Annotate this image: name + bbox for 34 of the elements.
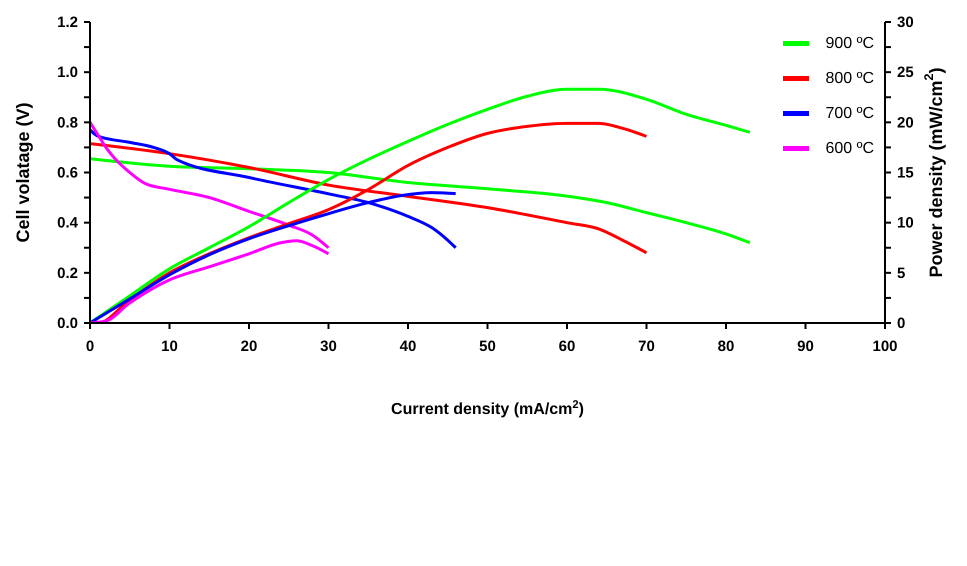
y2-tick-label: 15	[897, 164, 914, 182]
x-tick-label: 10	[161, 338, 178, 355]
x-tick-label: 90	[797, 338, 814, 355]
y2-tick-label: 10	[897, 214, 914, 232]
y-tick-label: 0.6	[57, 164, 78, 182]
y-tick-label: 0.2	[57, 264, 78, 282]
x-tick-label: 30	[320, 338, 337, 355]
y-axis-title: Cell volatage (V)	[12, 102, 33, 243]
x-tick-label: 80	[718, 338, 734, 355]
y2-tick-label: 25	[897, 64, 914, 82]
x-tick-label: 100	[872, 338, 898, 355]
x-tick-label: 70	[638, 338, 655, 355]
line-series	[90, 120, 330, 250]
y-tick-label: 0.8	[57, 114, 78, 132]
legend-label: 700 ºC	[825, 104, 874, 122]
y2-tick-label: 5	[897, 264, 906, 282]
x-tick-label: 20	[240, 338, 258, 355]
x-tick-label: 60	[558, 338, 576, 355]
x-tick-label: 50	[479, 338, 496, 355]
y-tick-label: 1.0	[57, 64, 78, 82]
line-series	[90, 88, 752, 323]
y2-tick-label: 20	[897, 114, 914, 132]
line-series	[90, 239, 330, 323]
legend-label: 800 ºC	[825, 70, 874, 88]
x-axis-title: Current density (mA/cm$^{2}$)	[391, 399, 584, 418]
x-tick-label: 40	[400, 338, 416, 355]
x-tick-label: 0	[86, 338, 94, 355]
y-tick-label: 0.0	[57, 315, 78, 332]
y-tick-label: 0.4	[57, 214, 79, 232]
legend-label: 600 ºC	[825, 140, 874, 158]
y2-tick-label: 30	[897, 14, 914, 31]
y2-tick-label: 0	[897, 315, 906, 332]
legend-label: 900 ºC	[825, 34, 874, 52]
y-tick-label: 1.2	[57, 14, 78, 31]
